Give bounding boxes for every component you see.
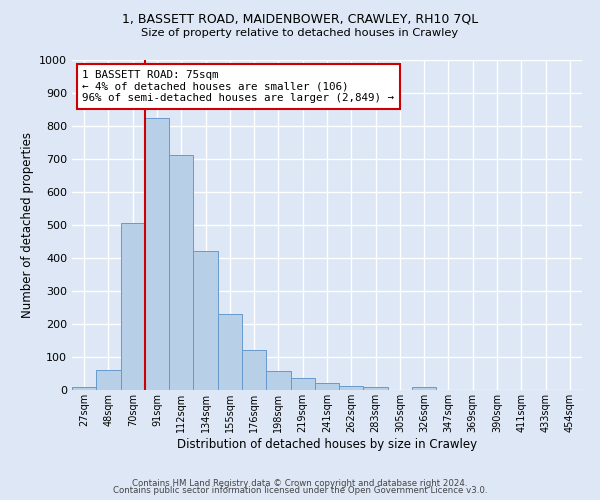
Bar [96,370,121,390]
Y-axis label: Number of detached properties: Number of detached properties [20,132,34,318]
Bar [290,378,315,390]
X-axis label: Distribution of detached houses by size in Crawley: Distribution of detached houses by size … [177,438,477,450]
Bar [169,154,193,390]
Bar [266,371,290,390]
Bar [145,118,169,390]
Bar [339,386,364,390]
Text: 1, BASSETT ROAD, MAIDENBOWER, CRAWLEY, RH10 7QL: 1, BASSETT ROAD, MAIDENBOWER, CRAWLEY, R… [122,12,478,26]
Bar [364,386,388,390]
Bar [242,350,266,390]
Bar [218,314,242,390]
Bar [121,224,145,390]
Text: 1 BASSETT ROAD: 75sqm
← 4% of detached houses are smaller (106)
96% of semi-deta: 1 BASSETT ROAD: 75sqm ← 4% of detached h… [82,70,394,103]
Text: Contains HM Land Registry data © Crown copyright and database right 2024.: Contains HM Land Registry data © Crown c… [132,478,468,488]
Text: Contains public sector information licensed under the Open Government Licence v3: Contains public sector information licen… [113,486,487,495]
Bar [412,388,436,390]
Bar [72,388,96,390]
Text: Size of property relative to detached houses in Crawley: Size of property relative to detached ho… [142,28,458,38]
Bar [193,252,218,390]
Bar [315,384,339,390]
